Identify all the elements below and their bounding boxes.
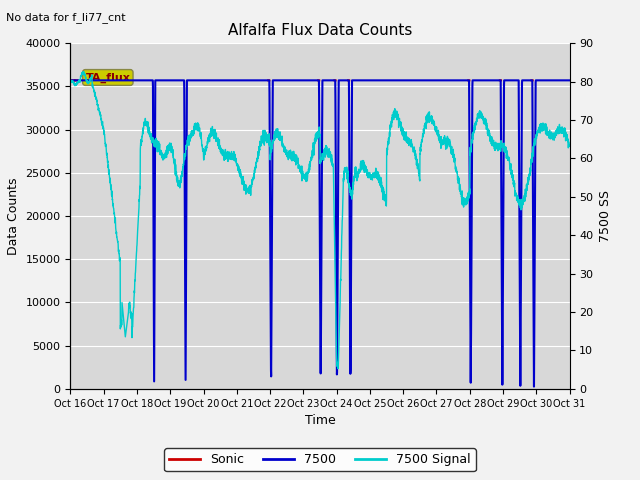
- Title: Alfalfa Flux Data Counts: Alfalfa Flux Data Counts: [228, 23, 412, 38]
- Text: TA_flux: TA_flux: [85, 72, 131, 83]
- Y-axis label: 7500 SS: 7500 SS: [599, 190, 612, 242]
- Y-axis label: Data Counts: Data Counts: [7, 177, 20, 255]
- X-axis label: Time: Time: [305, 414, 335, 427]
- Text: No data for f_li77_cnt: No data for f_li77_cnt: [6, 12, 126, 23]
- Legend: Sonic, 7500, 7500 Signal: Sonic, 7500, 7500 Signal: [164, 448, 476, 471]
